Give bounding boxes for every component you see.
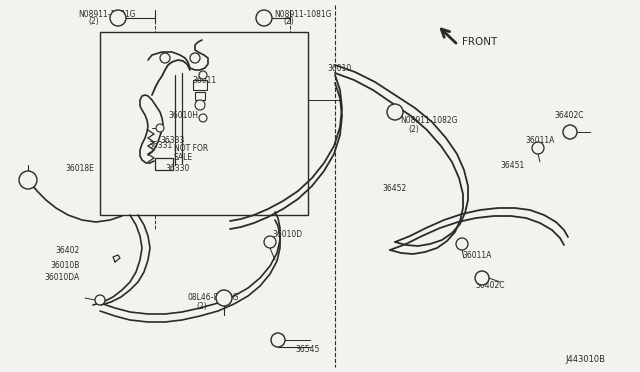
Text: N: N — [392, 109, 398, 115]
Text: 36402C: 36402C — [554, 110, 584, 119]
Text: (2): (2) — [283, 16, 294, 26]
Bar — [155, 158, 173, 170]
Circle shape — [110, 10, 126, 26]
Text: 36402: 36402 — [55, 246, 79, 254]
Circle shape — [190, 53, 200, 63]
Circle shape — [264, 236, 276, 248]
Text: FRONT: FRONT — [462, 37, 497, 47]
Text: 36330: 36330 — [165, 164, 189, 173]
Circle shape — [195, 100, 205, 110]
Circle shape — [475, 271, 489, 285]
Circle shape — [563, 125, 577, 139]
Circle shape — [95, 295, 105, 305]
Circle shape — [216, 290, 232, 306]
Circle shape — [19, 171, 37, 189]
Text: N: N — [115, 15, 121, 21]
Text: J443010B: J443010B — [565, 356, 605, 365]
Text: B: B — [221, 295, 227, 301]
Text: N: N — [261, 15, 267, 21]
Text: 36545: 36545 — [295, 346, 319, 355]
Circle shape — [160, 53, 170, 63]
Circle shape — [156, 124, 164, 132]
Circle shape — [532, 142, 544, 154]
Text: 36010D: 36010D — [272, 230, 302, 238]
Circle shape — [456, 238, 468, 250]
Text: (2): (2) — [408, 125, 419, 134]
Bar — [193, 80, 207, 90]
Text: 36010H: 36010H — [168, 110, 198, 119]
Text: 36010: 36010 — [328, 64, 352, 73]
Text: 36333: 36333 — [160, 135, 184, 144]
Text: (2): (2) — [88, 16, 99, 26]
Text: NOT FOR: NOT FOR — [174, 144, 208, 153]
Text: (2): (2) — [196, 302, 207, 311]
Text: 08L46-8162G: 08L46-8162G — [188, 294, 239, 302]
Circle shape — [256, 10, 272, 26]
Text: 36011A: 36011A — [525, 135, 554, 144]
Text: N08911-1081G: N08911-1081G — [78, 10, 136, 19]
Text: 36010B: 36010B — [50, 260, 79, 269]
Text: SALE: SALE — [174, 153, 193, 161]
Text: 36402C: 36402C — [475, 282, 504, 291]
Text: 36451: 36451 — [500, 160, 524, 170]
Circle shape — [199, 114, 207, 122]
Circle shape — [271, 333, 285, 347]
Bar — [100, 32, 308, 215]
Text: 36011A: 36011A — [462, 251, 492, 260]
Circle shape — [387, 104, 403, 120]
Bar — [195, 92, 205, 100]
Text: 36010DA: 36010DA — [44, 273, 79, 282]
Text: N08911-1081G: N08911-1081G — [274, 10, 332, 19]
Text: 36331: 36331 — [148, 141, 172, 150]
Circle shape — [199, 71, 207, 79]
Text: 36018E: 36018E — [65, 164, 94, 173]
Text: 36011: 36011 — [192, 76, 216, 84]
Text: N08911-1082G: N08911-1082G — [400, 115, 458, 125]
Text: 36452: 36452 — [382, 183, 406, 192]
